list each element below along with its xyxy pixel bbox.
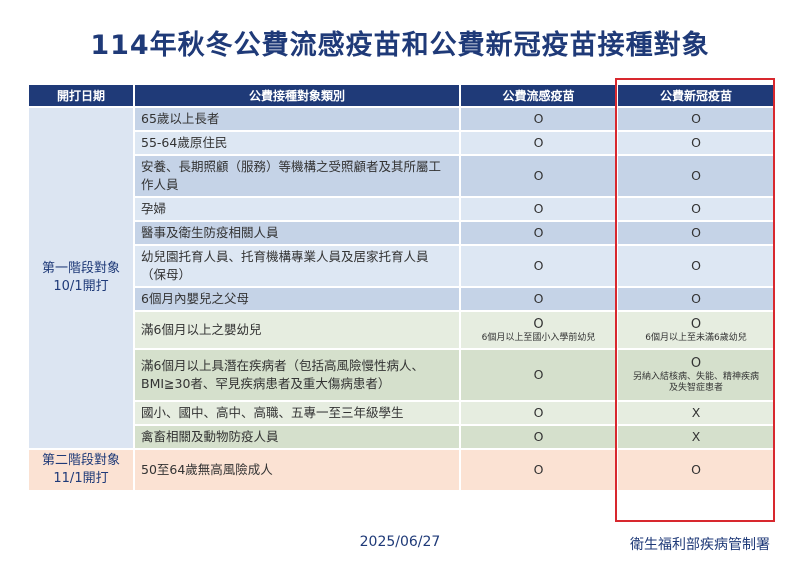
category-cell: 6個月內嬰兒之父母 — [135, 288, 459, 310]
covid-cell: O 另納入結核病、失能、精神疾病及失智症患者 — [618, 350, 774, 400]
phase-1-cell: 第一階段對象 10/1開打 — [29, 108, 133, 448]
phase-1-date: 10/1開打 — [53, 279, 109, 294]
flu-mark: O — [461, 132, 616, 154]
header-flu: 公費流感疫苗 — [461, 85, 616, 106]
publish-date: 2025/06/27 — [359, 534, 441, 550]
covid-mark: O — [690, 316, 702, 332]
vaccine-eligibility-table: 開打日期 公費接種對象類別 公費流感疫苗 公費新冠疫苗 第一階段對象 10/1開… — [27, 83, 776, 492]
category-cell: 國小、國中、高中、高職、五專一至三年級學生 — [135, 402, 459, 424]
covid-mark: O — [690, 356, 702, 371]
flu-mark: O — [461, 222, 616, 244]
flu-mark: O — [533, 316, 544, 332]
category-cell: 安養、長期照顧（服務）等機構之受照顧者及其所屬工作人員 — [135, 156, 459, 196]
table-header-row: 開打日期 公費接種對象類別 公費流感疫苗 公費新冠疫苗 — [29, 85, 774, 106]
table-row: 滿6個月以上具潛在疾病者（包括高風險慢性病人、BMI≧30者、罕見疾病患者及重大… — [29, 350, 774, 400]
table-row: 6個月內嬰兒之父母 O O — [29, 288, 774, 310]
category-cell: 50至64歲無高風險成人 — [135, 450, 459, 490]
covid-mark: O — [618, 450, 774, 490]
table-row: 國小、國中、高中、高職、五專一至三年級學生 O X — [29, 402, 774, 424]
category-cell: 65歲以上長者 — [135, 108, 459, 130]
category-cell: 禽畜相關及動物防疫人員 — [135, 426, 459, 448]
flu-mark: O — [461, 198, 616, 220]
phase-2-date: 11/1開打 — [53, 471, 109, 486]
covid-mark: O — [618, 132, 774, 154]
category-cell: 幼兒園托育人員、托育機構專業人員及居家托育人員（保母） — [135, 246, 459, 286]
category-cell: 55-64歲原住民 — [135, 132, 459, 154]
covid-mark: O — [618, 156, 774, 196]
table-row: 醫事及衛生防疫相關人員 O O — [29, 222, 774, 244]
covid-mark: O — [618, 108, 774, 130]
covid-mark: O — [618, 246, 774, 286]
flu-mark: O — [461, 450, 616, 490]
table-row: 第一階段對象 10/1開打 65歲以上長者 O O — [29, 108, 774, 448]
category-cell: 滿6個月以上之嬰幼兒 — [135, 312, 459, 348]
header-category: 公費接種對象類別 — [135, 85, 459, 106]
flu-note: 6個月以上至國小入學前幼兒 — [481, 332, 596, 343]
page-title: 114年秋冬公費流感疫苗和公費新冠疫苗接種對象 — [90, 30, 710, 61]
covid-mark: O — [618, 222, 774, 244]
flu-mark: O — [461, 350, 616, 400]
covid-cell: O 6個月以上至未滿6歲幼兒 — [618, 312, 774, 348]
flu-mark: O — [461, 108, 616, 130]
covid-mark: O — [618, 288, 774, 310]
phase-2-label: 第二階段對象 — [41, 453, 120, 468]
table-row: 禽畜相關及動物防疫人員 O X — [29, 426, 774, 448]
category-cell: 醫事及衛生防疫相關人員 — [135, 222, 459, 244]
table-row: 安養、長期照顧（服務）等機構之受照顧者及其所屬工作人員 O O — [29, 156, 774, 196]
phase-2-cell: 第二階段對象 11/1開打 — [29, 450, 133, 490]
category-cell: 滿6個月以上具潛在疾病者（包括高風險慢性病人、BMI≧30者、罕見疾病患者及重大… — [135, 350, 459, 400]
category-cell: 孕婦 — [135, 198, 459, 220]
header-covid: 公費新冠疫苗 — [618, 85, 774, 106]
flu-mark: O — [461, 246, 616, 286]
covid-mark: X — [618, 402, 774, 424]
covid-mark: O — [618, 198, 774, 220]
covid-note: 另納入結核病、失能、精神疾病及失智症患者 — [632, 372, 759, 393]
publisher-org: 衛生福利部疾病管制署 — [630, 537, 770, 553]
table-row: 孕婦 O O — [29, 198, 774, 220]
covid-note: 6個月以上至未滿6歲幼兒 — [645, 332, 747, 343]
flu-mark: O — [461, 288, 616, 310]
flu-mark: O — [461, 156, 616, 196]
table-row: 滿6個月以上之嬰幼兒 O 6個月以上至國小入學前幼兒 O 6個月以上至未滿6歲幼… — [29, 312, 774, 348]
table-row: 55-64歲原住民 O O — [29, 132, 774, 154]
flu-cell: O 6個月以上至國小入學前幼兒 — [461, 312, 616, 348]
header-date: 開打日期 — [29, 85, 133, 106]
flu-mark: O — [461, 426, 616, 448]
phase-1-label: 第一階段對象 — [41, 261, 120, 276]
table-row: 第二階段對象 11/1開打 50至64歲無高風險成人 O O — [29, 450, 774, 490]
flu-mark: O — [461, 402, 616, 424]
covid-mark: X — [618, 426, 774, 448]
table-row: 幼兒園托育人員、托育機構專業人員及居家托育人員（保母） O O — [29, 246, 774, 286]
